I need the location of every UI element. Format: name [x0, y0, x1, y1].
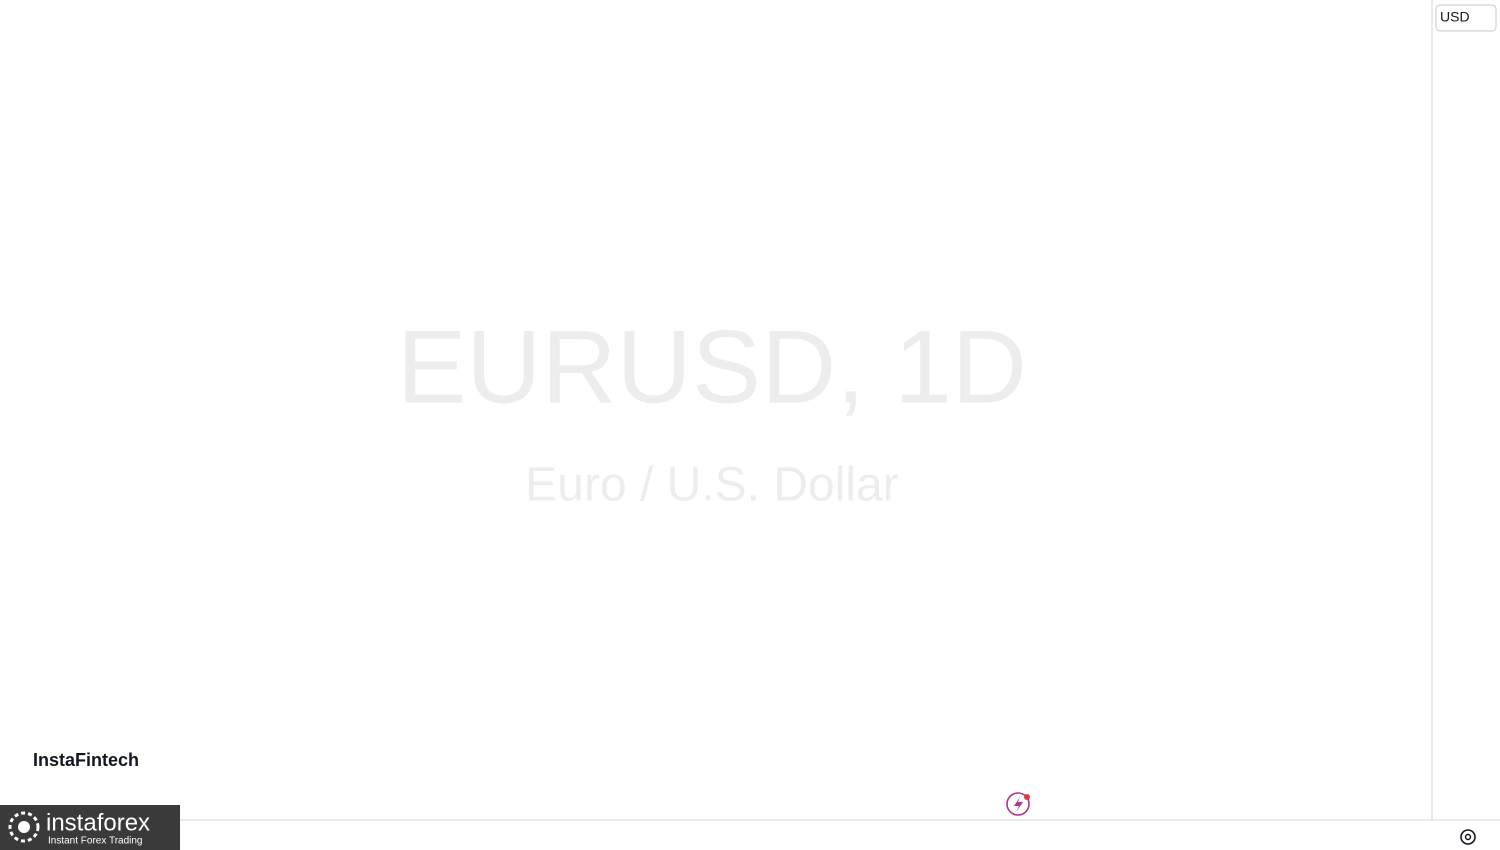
brand: instaforex [46, 809, 150, 836]
brand-icon [8, 811, 40, 843]
logo-panel [25, 725, 157, 795]
price-axis [1432, 0, 1500, 850]
settings-icon-core [1464, 833, 1472, 841]
currency-button[interactable] [1435, 4, 1497, 32]
panel-logo: InstaFintech [33, 750, 139, 770]
currency[interactable]: USD [1440, 9, 1470, 25]
alert-bolt [1014, 797, 1023, 812]
time-axis [0, 820, 1500, 850]
watermark: EURUSD, 1D Euro / U.S. Dollar [397, 309, 1027, 511]
brand-banner [0, 805, 180, 850]
brand-icon-core [18, 821, 30, 833]
watermark-subtitle: Euro / U.S. Dollar [525, 459, 898, 512]
settings-icon[interactable] [1460, 829, 1476, 845]
watermark-title: EURUSD, 1D [397, 309, 1027, 425]
alert-dot [1024, 794, 1030, 800]
brand-tagline: Instant Forex Trading [48, 836, 143, 847]
